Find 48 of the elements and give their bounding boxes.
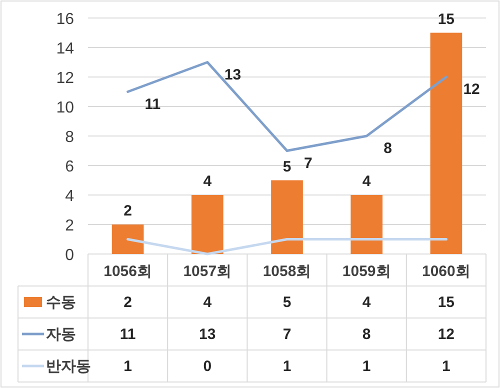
data-label: 5 xyxy=(282,294,292,311)
annotation: 2 xyxy=(124,202,132,220)
y-tick-label: 8 xyxy=(65,129,74,146)
data-label: 15 xyxy=(438,294,455,311)
data-label: 7 xyxy=(282,326,292,343)
data-label: 13 xyxy=(199,326,216,343)
data-label: 0 xyxy=(203,358,212,375)
data-label: 1 xyxy=(282,358,292,375)
y-tick-label: 16 xyxy=(56,11,74,28)
y-tick-label: 2 xyxy=(65,218,74,234)
y-tick-label: 6 xyxy=(65,158,74,176)
y-tick-label: 12 xyxy=(56,70,74,87)
data-label: 1 xyxy=(124,358,132,375)
legend-label: 자동 xyxy=(46,326,76,343)
y-tick-label: 14 xyxy=(56,40,74,58)
annotation: 5 xyxy=(282,158,292,176)
x-tick-label: 1060회 xyxy=(422,263,470,280)
annotation: 15 xyxy=(438,10,455,28)
annotation: 7 xyxy=(304,154,312,172)
y-tick-label: 0 xyxy=(65,247,74,264)
annotation: 4 xyxy=(362,173,372,190)
x-tick-label: 1057회 xyxy=(183,263,232,280)
data-label: 11 xyxy=(120,326,136,343)
x-tick-label: 1059회 xyxy=(342,263,391,280)
annotation: 8 xyxy=(384,140,392,157)
bar xyxy=(350,195,383,254)
legend-label: 반자동 xyxy=(46,358,91,375)
bar xyxy=(191,195,224,254)
data-label: 8 xyxy=(362,326,371,343)
data-label: 1 xyxy=(362,358,371,375)
y-tick-label: 10 xyxy=(56,100,74,116)
x-tick-label: 1058회 xyxy=(262,263,312,280)
data-label: 1 xyxy=(442,358,450,375)
annotation: 13 xyxy=(224,66,242,84)
data-label: 4 xyxy=(362,294,372,311)
data-label: 2 xyxy=(124,294,132,311)
bar xyxy=(112,224,144,254)
annotation: 12 xyxy=(463,81,480,98)
data-label: 4 xyxy=(203,294,212,311)
annotation: 4 xyxy=(203,173,212,190)
y-tick-label: 4 xyxy=(65,188,74,205)
x-tick-label: 1056회 xyxy=(104,263,152,280)
annotation: 11 xyxy=(144,96,161,113)
legend-label: 수동 xyxy=(46,294,76,311)
bar xyxy=(430,32,462,254)
bar xyxy=(271,180,303,254)
data-label: 12 xyxy=(438,326,455,343)
line-series xyxy=(126,61,448,152)
